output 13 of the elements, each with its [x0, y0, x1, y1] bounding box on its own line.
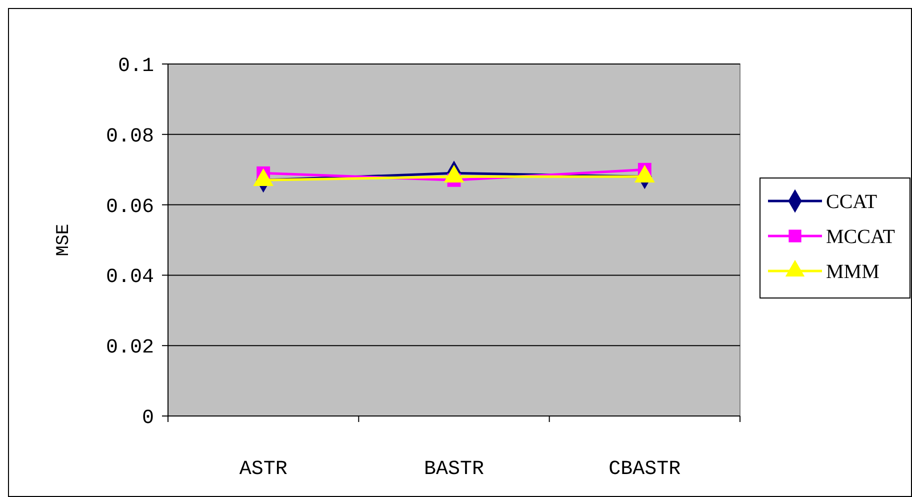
- legend-label: MMM: [826, 261, 880, 283]
- y-tick-label: 0.06: [106, 196, 154, 219]
- x-tick-label: BASTR: [424, 458, 484, 481]
- x-tick-label: ASTR: [239, 458, 288, 481]
- legend-label: MCCAT: [826, 226, 895, 248]
- legend-label: CCAT: [826, 191, 878, 213]
- y-tick-label: 0.1: [118, 55, 154, 78]
- x-tick-label: CBASTR: [608, 458, 681, 481]
- y-tick-label: 0.02: [106, 336, 154, 360]
- y-tick-label: 0.08: [106, 125, 154, 148]
- y-tick-label: 0.04: [106, 266, 154, 290]
- y-axis-title: MSE: [54, 224, 74, 256]
- y-tick-label: 0: [142, 407, 154, 430]
